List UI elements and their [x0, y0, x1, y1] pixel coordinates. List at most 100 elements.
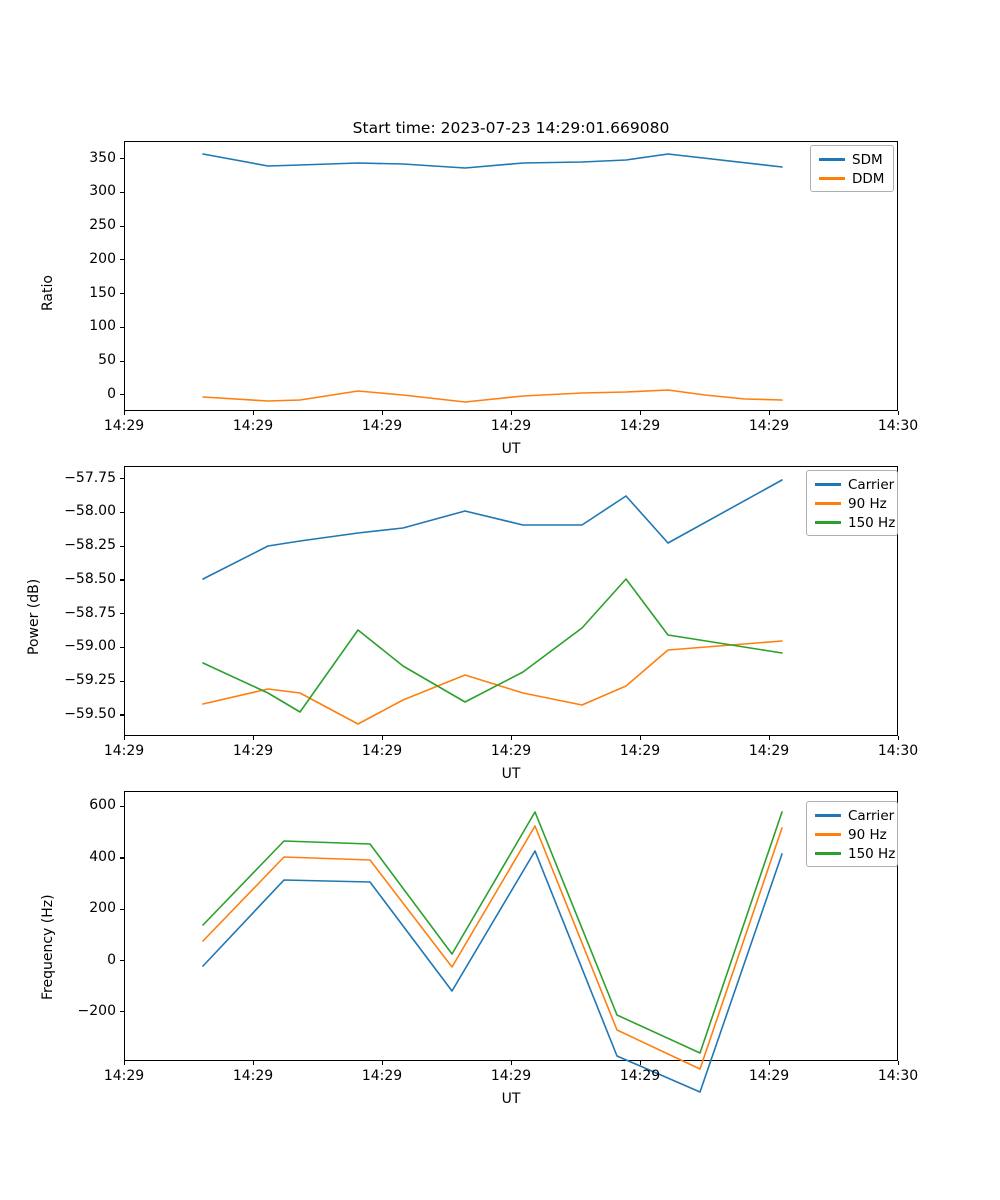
ytick-label-frequency-0: 600: [89, 797, 116, 814]
ytick-mark-power-3: [120, 579, 124, 581]
xlabel-frequency-ut: UT: [501, 1091, 521, 1107]
xlabel-power-ut: UT: [501, 766, 521, 782]
legend-label-150hz-frequency: 150 Hz: [848, 845, 896, 862]
xtick-mark-power-6: [897, 736, 899, 740]
xtick-label-frequency-0: 14:29: [103, 1068, 145, 1084]
ytick-mark-power-4: [120, 613, 124, 615]
xtick-label-power-3: 14:29: [490, 743, 532, 759]
ytick-mark-power-2: [120, 545, 124, 547]
xtick-label-ratio-5: 14:29: [748, 418, 790, 434]
figure-title: Start time: 2023-07-23 14:29:01.669080: [352, 119, 670, 137]
xtick-label-frequency-1: 14:29: [232, 1068, 274, 1084]
xtick-label-frequency-6: 14:30: [877, 1068, 919, 1084]
ytick-mark-power-7: [120, 714, 124, 716]
line-ddm: [202, 389, 783, 403]
ytick-mark-power-6: [120, 680, 124, 682]
xtick-label-frequency-3: 14:29: [490, 1068, 532, 1084]
xtick-mark-ratio-2: [381, 411, 383, 415]
ytick-mark-ratio-4: [120, 259, 124, 261]
xtick-mark-power-0: [123, 736, 125, 740]
legend-label-150hz-power: 150 Hz: [848, 514, 896, 531]
ytick-label-ratio-1: 50: [98, 352, 116, 369]
xtick-label-power-2: 14:29: [361, 743, 403, 759]
ytick-mark-power-0: [120, 478, 124, 480]
legend-label-carrier-power: Carrier: [848, 476, 895, 493]
ytick-label-ratio-5: 250: [89, 217, 116, 234]
legend-entry-150hz-frequency: 150 Hz: [807, 844, 897, 863]
legend-label-ddm: DDM: [852, 170, 885, 187]
legend-swatch-ddm: [819, 177, 845, 180]
xtick-label-power-1: 14:29: [232, 743, 274, 759]
ytick-label-ratio-4: 200: [89, 250, 116, 267]
xtick-label-ratio-6: 14:30: [877, 418, 919, 434]
axes-frame-power: [124, 466, 898, 736]
xtick-mark-power-3: [510, 736, 512, 740]
axes-frame-ratio: [124, 141, 898, 411]
legend-label-sdm: SDM: [852, 151, 883, 168]
legend-entry-sdm: SDM: [811, 150, 893, 169]
xtick-mark-ratio-0: [123, 411, 125, 415]
legend-swatch-90hz-frequency: [815, 833, 841, 836]
ytick-mark-frequency-3: [120, 960, 124, 962]
ytick-mark-frequency-1: [120, 857, 124, 859]
ytick-label-power-4: −58.75: [64, 604, 116, 621]
ytick-label-power-6: −59.25: [64, 672, 116, 689]
axes-frame-frequency: [124, 791, 898, 1061]
ytick-mark-ratio-1: [120, 360, 124, 362]
ytick-mark-ratio-2: [120, 326, 124, 328]
legend-ratio[interactable]: SDM DDM: [810, 145, 894, 192]
xtick-label-ratio-2: 14:29: [361, 418, 403, 434]
ytick-label-power-3: −58.50: [64, 570, 116, 587]
xtick-label-frequency-5: 14:29: [748, 1068, 790, 1084]
legend-swatch-carrier-frequency: [815, 814, 841, 817]
line-90hz-frequency: [202, 825, 783, 1070]
ytick-label-ratio-6: 300: [89, 183, 116, 200]
xtick-label-ratio-1: 14:29: [232, 418, 274, 434]
ytick-label-ratio-3: 150: [89, 284, 116, 301]
ytick-label-ratio-7: 350: [89, 149, 116, 166]
line-150hz-frequency: [202, 811, 783, 1054]
line-90hz-power: [202, 640, 783, 725]
ytick-label-power-2: −58.25: [64, 537, 116, 554]
ytick-label-frequency-2: 200: [89, 900, 116, 917]
xtick-label-ratio-3: 14:29: [490, 418, 532, 434]
ytick-mark-frequency-2: [120, 908, 124, 910]
xtick-label-frequency-2: 14:29: [361, 1068, 403, 1084]
legend-swatch-sdm: [819, 158, 845, 161]
xtick-mark-power-5: [768, 736, 770, 740]
xlabel-ratio-ut: UT: [501, 441, 521, 457]
xtick-mark-power-2: [381, 736, 383, 740]
legend-frequency[interactable]: Carrier 90 Hz 150 Hz: [806, 801, 898, 867]
xtick-label-power-5: 14:29: [748, 743, 790, 759]
xtick-mark-ratio-6: [897, 411, 899, 415]
xtick-mark-ratio-1: [252, 411, 254, 415]
legend-entry-carrier-frequency: Carrier: [807, 806, 897, 825]
line-sdm: [202, 153, 783, 169]
ytick-label-power-7: −59.50: [64, 705, 116, 722]
xtick-label-power-4: 14:29: [619, 743, 661, 759]
legend-power[interactable]: Carrier 90 Hz 150 Hz: [806, 470, 898, 536]
legend-entry-carrier-power: Carrier: [807, 475, 897, 494]
xtick-mark-ratio-4: [639, 411, 641, 415]
legend-swatch-150hz-frequency: [815, 852, 841, 855]
ytick-mark-ratio-7: [120, 158, 124, 160]
legend-entry-150hz-power: 150 Hz: [807, 513, 897, 532]
line-carrier-frequency: [202, 850, 783, 1093]
line-carrier-power: [202, 479, 783, 580]
xtick-label-ratio-4: 14:29: [619, 418, 661, 434]
xtick-label-power-6: 14:30: [877, 743, 919, 759]
ytick-mark-frequency-0: [120, 805, 124, 807]
xtick-mark-power-4: [639, 736, 641, 740]
ytick-label-power-5: −59.00: [64, 638, 116, 655]
xtick-mark-power-1: [252, 736, 254, 740]
xtick-mark-frequency-3: [510, 1061, 512, 1065]
xtick-mark-frequency-1: [252, 1061, 254, 1065]
xtick-mark-frequency-0: [123, 1061, 125, 1065]
legend-swatch-150hz-power: [815, 521, 841, 524]
ytick-mark-power-5: [120, 646, 124, 649]
ytick-label-frequency-4: −200: [77, 1002, 116, 1019]
